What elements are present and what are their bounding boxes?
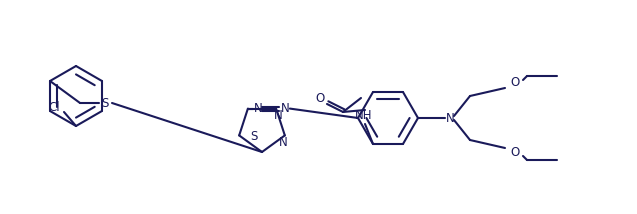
Text: N: N <box>274 109 282 122</box>
Text: N: N <box>278 136 287 149</box>
Text: NH: NH <box>355 110 373 122</box>
Text: S: S <box>250 130 257 143</box>
Text: O: O <box>315 92 325 106</box>
Text: N: N <box>446 111 454 125</box>
Text: O: O <box>510 76 520 89</box>
Text: N: N <box>280 102 289 115</box>
Text: O: O <box>510 147 520 159</box>
Text: N: N <box>254 102 262 115</box>
Text: Cl: Cl <box>48 101 60 113</box>
Text: S: S <box>101 97 109 110</box>
